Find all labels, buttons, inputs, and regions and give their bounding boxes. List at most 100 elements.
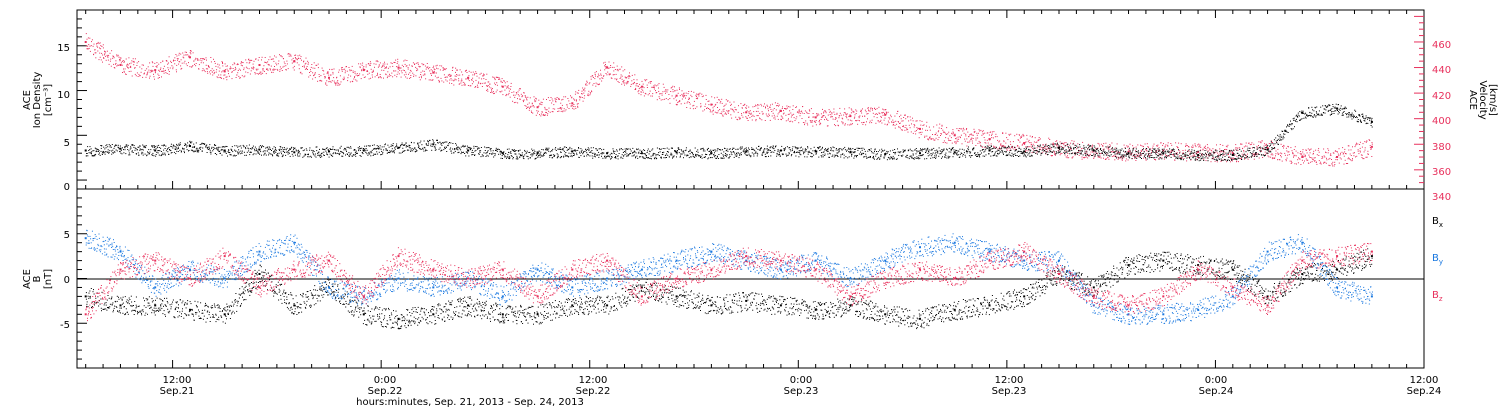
density-sample [335, 153, 337, 155]
velocity-sample [1252, 155, 1254, 157]
density-sample [178, 143, 180, 145]
velocity-sample [982, 133, 984, 135]
velocity-sample [908, 120, 910, 122]
velocity-sample [363, 66, 365, 68]
velocity-sample [912, 120, 914, 122]
velocity-sample [1239, 158, 1241, 160]
velocity-sample [1342, 153, 1344, 155]
density-sample [400, 145, 402, 146]
velocity-sample [732, 109, 734, 111]
velocity-sample [576, 99, 577, 101]
velocity-sample [529, 97, 531, 99]
velocity-sample [168, 69, 169, 71]
velocity-sample [1145, 149, 1147, 151]
density-sample [340, 150, 342, 152]
velocity-sample [761, 105, 763, 107]
density-sample [278, 149, 280, 151]
density-sample [388, 152, 390, 153]
density-sample [135, 153, 137, 154]
velocity-sample [423, 70, 425, 72]
velocity-sample [613, 62, 615, 64]
velocity-sample [841, 121, 843, 123]
density-sample [348, 152, 350, 154]
velocity-sample [335, 83, 337, 85]
density-sample [473, 145, 475, 147]
velocity-sample [844, 108, 846, 110]
density-sample [428, 141, 430, 143]
density-sample [472, 152, 474, 153]
velocity-point [189, 56, 191, 59]
velocity-sample [608, 67, 610, 69]
velocity-sample [610, 65, 612, 66]
velocity-sample [1228, 156, 1230, 158]
velocity-sample [296, 62, 298, 64]
velocity-sample [1335, 159, 1337, 161]
density-sample [162, 145, 164, 147]
velocity-sample [898, 126, 900, 128]
density-sample [110, 146, 112, 148]
density-sample [446, 141, 448, 143]
velocity-sample [117, 64, 119, 66]
velocity-point [640, 85, 643, 88]
velocity-sample [135, 75, 137, 77]
density-sample [400, 144, 402, 146]
density-sample [435, 144, 437, 146]
velocity-sample [1243, 151, 1245, 153]
velocity-sample [206, 71, 208, 73]
velocity-sample [244, 75, 246, 77]
velocity-sample [1258, 145, 1259, 146]
density-sample [551, 150, 553, 152]
velocity-sample [582, 100, 584, 102]
velocity-sample [382, 65, 384, 66]
density-sample [221, 154, 223, 156]
density-sample [387, 144, 389, 146]
density-sample [203, 144, 205, 145]
velocity-sample [818, 114, 820, 116]
density-sample [419, 148, 420, 150]
velocity-sample [323, 73, 325, 75]
velocity-sample [896, 123, 898, 125]
velocity-sample [1094, 152, 1096, 154]
velocity-sample [403, 60, 405, 62]
density-sample [111, 150, 113, 152]
velocity-sample [398, 73, 400, 75]
density-sample [100, 145, 102, 146]
density-sample [557, 154, 559, 156]
density-sample [363, 148, 364, 149]
velocity-sample [732, 110, 734, 112]
density-sample [169, 149, 170, 150]
velocity-sample [1140, 153, 1141, 154]
velocity-sample [1129, 154, 1131, 156]
velocity-sample [446, 76, 448, 78]
velocity-sample [89, 45, 91, 47]
velocity-sample [119, 59, 121, 61]
velocity-sample [766, 104, 768, 106]
velocity-sample [674, 96, 676, 98]
velocity-sample [99, 42, 101, 44]
density-sample [509, 152, 511, 154]
velocity-sample [884, 123, 886, 125]
density-sample [219, 146, 221, 148]
velocity-sample [341, 67, 342, 69]
velocity-sample [434, 69, 436, 70]
velocity-sample [183, 57, 185, 59]
velocity-sample [483, 78, 485, 80]
velocity-sample [1108, 158, 1110, 160]
velocity-sample [637, 85, 639, 87]
velocity-sample [1092, 151, 1094, 153]
density-sample [390, 151, 392, 153]
density-sample [374, 153, 376, 155]
density-sample [392, 143, 394, 145]
velocity-sample [687, 93, 689, 95]
velocity-sample [712, 110, 714, 112]
velocity-sample [453, 79, 455, 81]
velocity-sample [541, 104, 543, 106]
velocity-sample [1065, 142, 1067, 143]
velocity-sample [742, 116, 744, 118]
velocity-sample [1100, 153, 1102, 155]
density-sample [521, 152, 523, 154]
velocity-sample [1020, 136, 1022, 138]
density-sample [241, 152, 243, 154]
velocity-sample [325, 83, 327, 85]
density-sample [484, 150, 486, 151]
